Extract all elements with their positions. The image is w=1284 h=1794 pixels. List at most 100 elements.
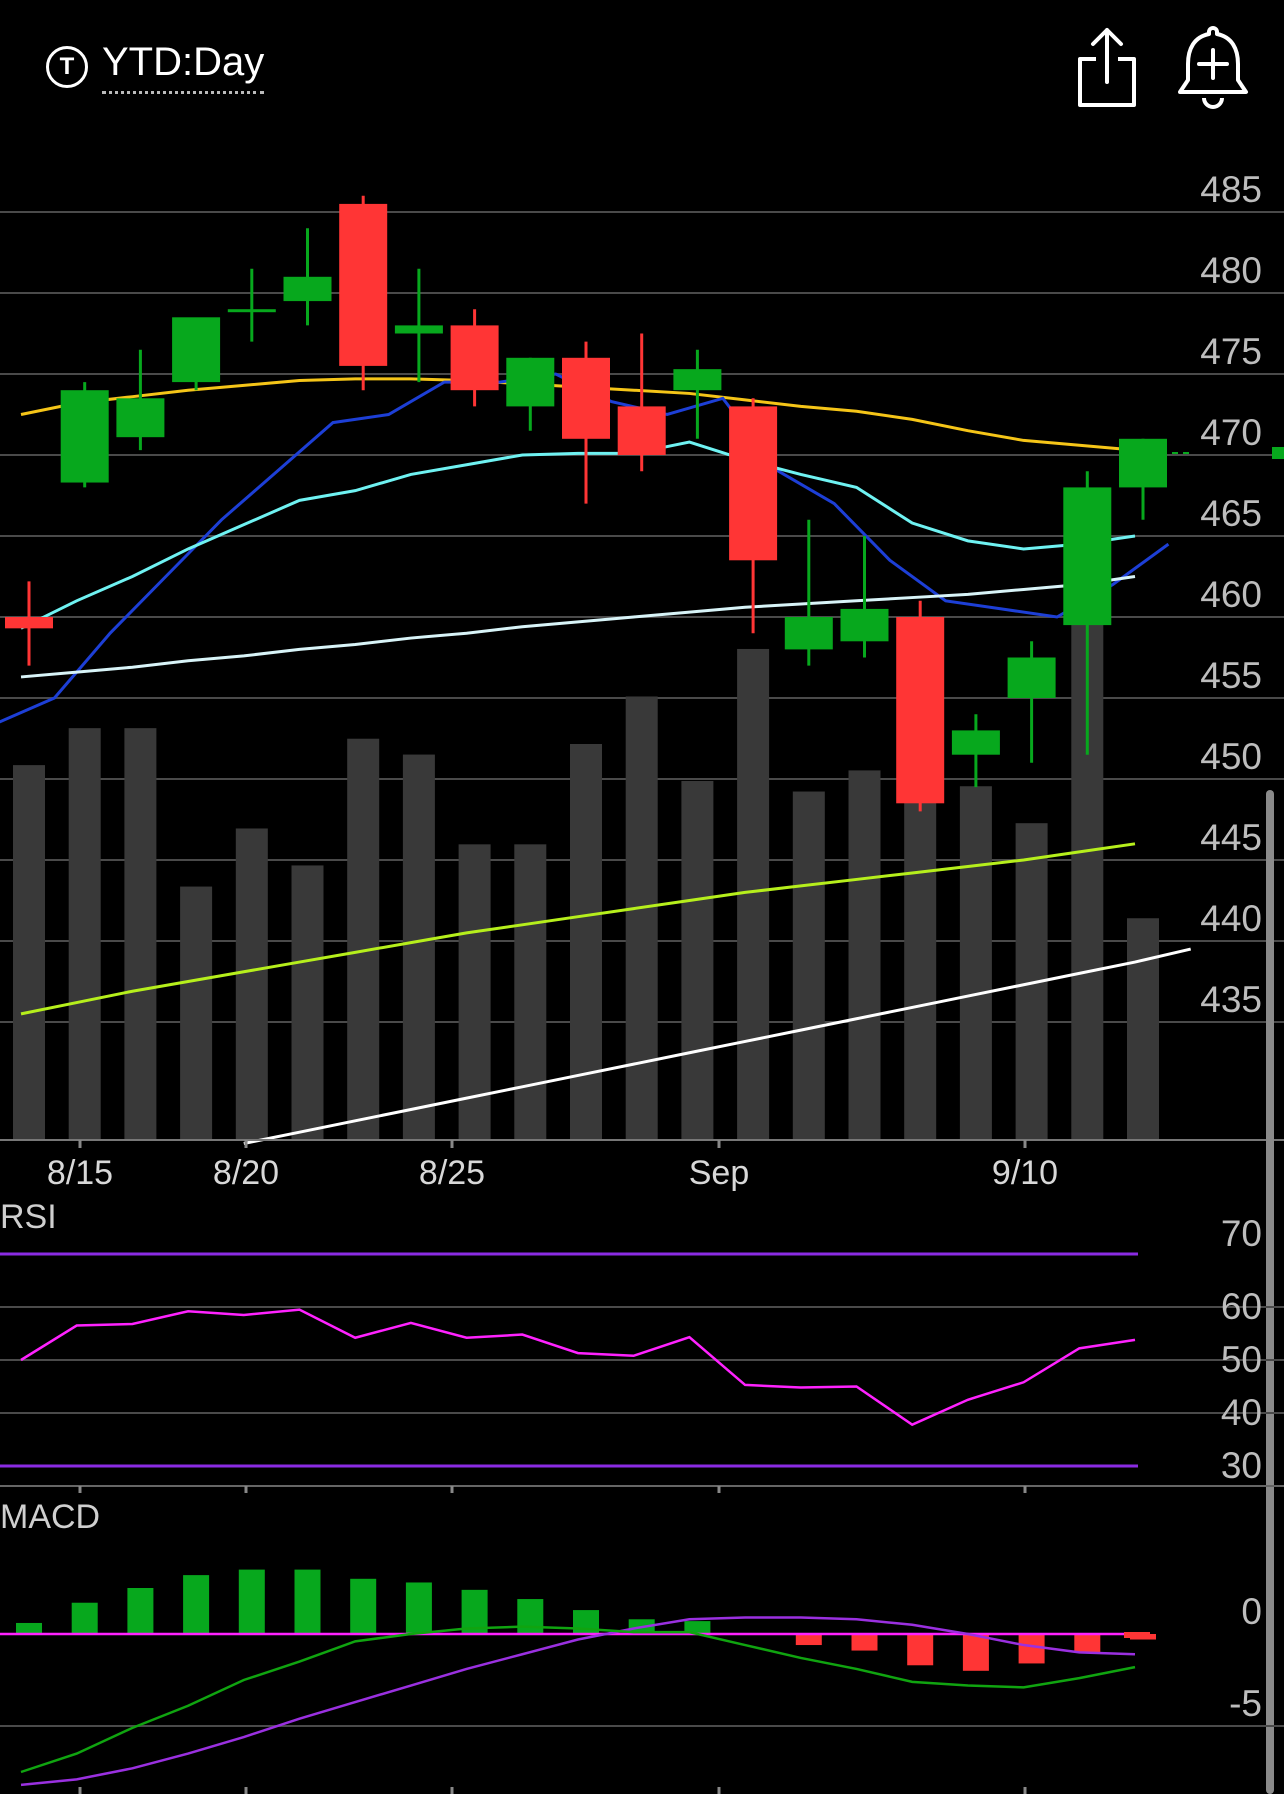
volume-bar (13, 765, 45, 1140)
timeframe-icon: T (46, 46, 88, 88)
volume-bar (737, 648, 770, 1140)
volume-bar (180, 886, 213, 1140)
volume-bar (681, 780, 714, 1140)
macd-histogram-bar (1018, 1634, 1045, 1664)
candle-body (116, 398, 165, 438)
rsi-axis-label: 50 (1221, 1339, 1262, 1380)
x-axis-label: 9/10 (992, 1154, 1058, 1192)
candle-body (172, 317, 221, 383)
candle-body (1007, 657, 1056, 698)
macd-histogram-bar (183, 1575, 210, 1634)
add-alert-button[interactable] (1168, 22, 1258, 112)
price-axis-label: 485 (1200, 169, 1262, 210)
macd-signal-line (20, 1616, 1136, 1787)
candle-body (840, 608, 889, 642)
macd-histogram-bar (962, 1634, 989, 1671)
macd-histogram-bar (294, 1569, 321, 1634)
macd-histogram-bar (350, 1578, 377, 1634)
price-axis-label: 475 (1200, 331, 1262, 372)
last-price-marker (1272, 447, 1284, 459)
rsi-axis-label: 40 (1221, 1392, 1262, 1433)
share-button[interactable] (1062, 22, 1152, 112)
volume-bar (848, 770, 881, 1140)
candle-body (450, 325, 499, 391)
volume-bar (291, 865, 324, 1140)
volume-bar (124, 728, 157, 1140)
price-axis-label: 435 (1200, 979, 1262, 1020)
rsi-axis-label: 30 (1221, 1445, 1262, 1486)
volume-bar (458, 844, 491, 1140)
volume-bar (792, 791, 825, 1140)
macd-histogram-bar (405, 1582, 432, 1634)
volume-bar (959, 786, 992, 1140)
rsi-panel-title: RSI (0, 1198, 57, 1236)
candle-body (562, 357, 610, 439)
rsi-line (20, 1308, 1136, 1427)
timeframe-selector[interactable]: T YTD:Day (46, 40, 265, 94)
candle-body (283, 276, 332, 302)
vertical-scrollbar (1266, 790, 1274, 1794)
macd-histogram-bar (1124, 1632, 1150, 1638)
candle-body (339, 203, 388, 366)
moving-average-line (20, 575, 1136, 679)
macd-axis-label: 0 (1241, 1591, 1262, 1632)
candle-body (896, 617, 945, 804)
volume-bar (347, 738, 380, 1140)
top-bar: T YTD:Day (0, 0, 1284, 130)
moving-average-line (20, 440, 1136, 630)
volume-bar (625, 696, 658, 1140)
price-axis-label: 445 (1200, 817, 1262, 858)
volume-bar (68, 728, 101, 1140)
candle-body (1119, 438, 1167, 488)
macd-histogram-bar (851, 1634, 878, 1651)
volume-bar (904, 770, 937, 1140)
candle-body (1063, 487, 1112, 626)
macd-histogram-bar (907, 1634, 934, 1666)
macd-histogram-bar (127, 1588, 154, 1634)
rsi-axis-label: 60 (1221, 1286, 1262, 1327)
x-axis-label: 8/20 (213, 1154, 279, 1192)
macd-histogram-bar (795, 1634, 822, 1646)
macd-line (20, 1625, 1136, 1774)
rsi-axis-label: 70 (1221, 1213, 1262, 1254)
macd-histogram-bar (517, 1599, 544, 1634)
candle-body (227, 309, 276, 313)
candle-body (673, 369, 722, 391)
price-axis-label: 465 (1200, 493, 1262, 534)
bell-plus-icon (1178, 26, 1248, 109)
x-axis-label: Sep (689, 1154, 750, 1192)
share-icon (1078, 28, 1136, 107)
timeframe-label: YTD:Day (102, 40, 265, 94)
macd-histogram-bar (16, 1622, 42, 1634)
volume-bar (402, 754, 435, 1140)
price-axis-label: 470 (1200, 412, 1262, 453)
volume-bar (514, 844, 547, 1140)
candle-body (60, 390, 109, 483)
volume-bar (235, 828, 268, 1140)
candle-body (951, 730, 1000, 755)
price-axis-label: 480 (1200, 250, 1262, 291)
moving-average-line (20, 842, 1136, 1016)
macd-histogram-bar (238, 1569, 265, 1634)
price-axis-label: 440 (1200, 898, 1262, 939)
candle-body (729, 406, 778, 561)
price-axis-label: 460 (1200, 574, 1262, 615)
macd-axis-label: -5 (1229, 1683, 1262, 1724)
candle-body (617, 406, 666, 455)
candle-body (784, 617, 833, 650)
macd-histogram-bar (461, 1589, 488, 1634)
macd-histogram-bar (1074, 1634, 1101, 1653)
candle-body (5, 617, 53, 629)
moving-average-line (243, 947, 1192, 1145)
candle-body (394, 325, 443, 334)
volume-bar (570, 744, 602, 1140)
price-axis-label: 450 (1200, 736, 1262, 777)
x-axis-label: 8/15 (47, 1154, 113, 1192)
x-axis-label: 8/25 (419, 1154, 485, 1192)
volume-bar (1127, 918, 1159, 1140)
macd-histogram-bar (71, 1602, 98, 1634)
candle-body (506, 357, 555, 407)
macd-panel-title: MACD (0, 1498, 100, 1536)
macd-histogram-bar (684, 1621, 711, 1634)
